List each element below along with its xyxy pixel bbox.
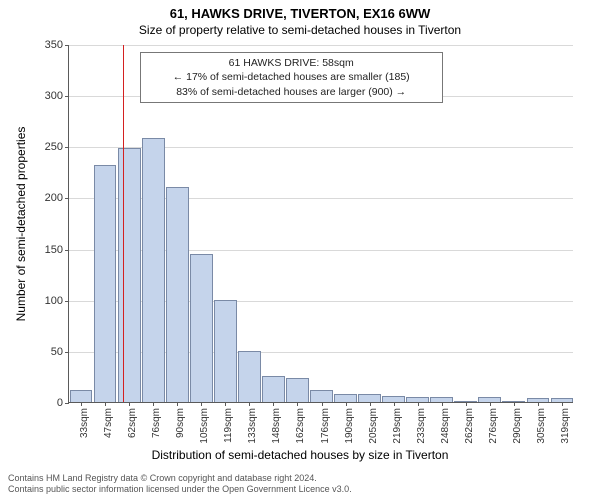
annotation-line: 83% of semi-detached houses are larger (… xyxy=(147,85,436,99)
xtick-mark xyxy=(273,402,274,406)
xtick-mark xyxy=(346,402,347,406)
xtick-mark xyxy=(105,402,106,406)
reference-line xyxy=(123,45,124,402)
footer-attribution: Contains HM Land Registry data © Crown c… xyxy=(8,473,352,496)
footer-line-1: Contains HM Land Registry data © Crown c… xyxy=(8,473,352,485)
ytick-mark xyxy=(65,403,69,404)
xtick-label: 33sqm xyxy=(79,408,90,438)
xtick-mark xyxy=(225,402,226,406)
page-title: 61, HAWKS DRIVE, TIVERTON, EX16 6WW xyxy=(0,0,600,21)
histogram-bar xyxy=(358,394,381,402)
histogram-bar xyxy=(118,148,141,402)
ytick-mark xyxy=(65,352,69,353)
xtick-mark xyxy=(129,402,130,406)
ytick-label: 200 xyxy=(33,192,63,204)
xtick-mark xyxy=(249,402,250,406)
xtick-label: 205sqm xyxy=(368,408,379,444)
footer-line-2: Contains public sector information licen… xyxy=(8,484,352,496)
xtick-label: 248sqm xyxy=(440,408,451,444)
xtick-label: 305sqm xyxy=(536,408,547,444)
xtick-label: 276sqm xyxy=(488,408,499,444)
xtick-label: 233sqm xyxy=(416,408,427,444)
ytick-label: 350 xyxy=(33,39,63,51)
ytick-label: 50 xyxy=(33,346,63,358)
page-subtitle: Size of property relative to semi-detach… xyxy=(0,21,600,37)
histogram-chart: 05010015020025030035033sqm47sqm62sqm76sq… xyxy=(68,45,573,403)
histogram-bar xyxy=(310,390,333,402)
xtick-mark xyxy=(418,402,419,406)
xtick-label: 105sqm xyxy=(199,408,210,444)
ytick-mark xyxy=(65,301,69,302)
ytick-mark xyxy=(65,147,69,148)
ytick-label: 250 xyxy=(33,141,63,153)
xtick-label: 90sqm xyxy=(175,408,186,438)
annotation-line: 61 HAWKS DRIVE: 58sqm xyxy=(147,56,436,70)
xtick-label: 148sqm xyxy=(271,408,282,444)
xtick-label: 133sqm xyxy=(247,408,258,444)
xtick-mark xyxy=(153,402,154,406)
xtick-label: 176sqm xyxy=(320,408,331,444)
xtick-mark xyxy=(201,402,202,406)
ytick-mark xyxy=(65,198,69,199)
histogram-bar xyxy=(214,300,237,402)
ytick-label: 300 xyxy=(33,90,63,102)
ytick-mark xyxy=(65,250,69,251)
xtick-mark xyxy=(297,402,298,406)
xtick-mark xyxy=(322,402,323,406)
xtick-mark xyxy=(177,402,178,406)
ytick-label: 100 xyxy=(33,295,63,307)
xtick-mark xyxy=(562,402,563,406)
y-axis-label: Number of semi-detached properties xyxy=(14,127,28,322)
histogram-bar xyxy=(190,254,213,402)
histogram-bar xyxy=(238,351,261,402)
ytick-label: 150 xyxy=(33,244,63,256)
histogram-bar xyxy=(334,394,357,402)
xtick-label: 119sqm xyxy=(223,408,234,443)
histogram-bar xyxy=(94,165,117,402)
xtick-mark xyxy=(538,402,539,406)
xtick-mark xyxy=(514,402,515,406)
histogram-bar xyxy=(70,390,93,402)
xtick-label: 162sqm xyxy=(295,408,306,444)
xtick-label: 319sqm xyxy=(560,408,571,444)
histogram-bar xyxy=(286,378,309,402)
annotation-box: 61 HAWKS DRIVE: 58sqm← 17% of semi-detac… xyxy=(140,52,443,103)
plot-area: 05010015020025030035033sqm47sqm62sqm76sq… xyxy=(68,45,573,403)
xtick-mark xyxy=(370,402,371,406)
xtick-label: 62sqm xyxy=(127,408,138,438)
annotation-line: ← 17% of semi-detached houses are smalle… xyxy=(147,70,436,84)
gridline xyxy=(69,45,573,46)
histogram-bar xyxy=(142,138,165,402)
histogram-bar xyxy=(262,376,285,402)
xtick-mark xyxy=(394,402,395,406)
xtick-label: 47sqm xyxy=(103,408,114,438)
xtick-label: 190sqm xyxy=(344,408,355,444)
xtick-label: 219sqm xyxy=(392,408,403,444)
xtick-mark xyxy=(466,402,467,406)
xtick-label: 290sqm xyxy=(512,408,523,444)
histogram-bar xyxy=(166,187,189,402)
ytick-mark xyxy=(65,96,69,97)
xtick-mark xyxy=(442,402,443,406)
xtick-label: 76sqm xyxy=(151,408,162,438)
xtick-mark xyxy=(490,402,491,406)
x-axis-label: Distribution of semi-detached houses by … xyxy=(0,448,600,462)
xtick-mark xyxy=(81,402,82,406)
ytick-mark xyxy=(65,45,69,46)
ytick-label: 0 xyxy=(33,397,63,409)
xtick-label: 262sqm xyxy=(464,408,475,444)
